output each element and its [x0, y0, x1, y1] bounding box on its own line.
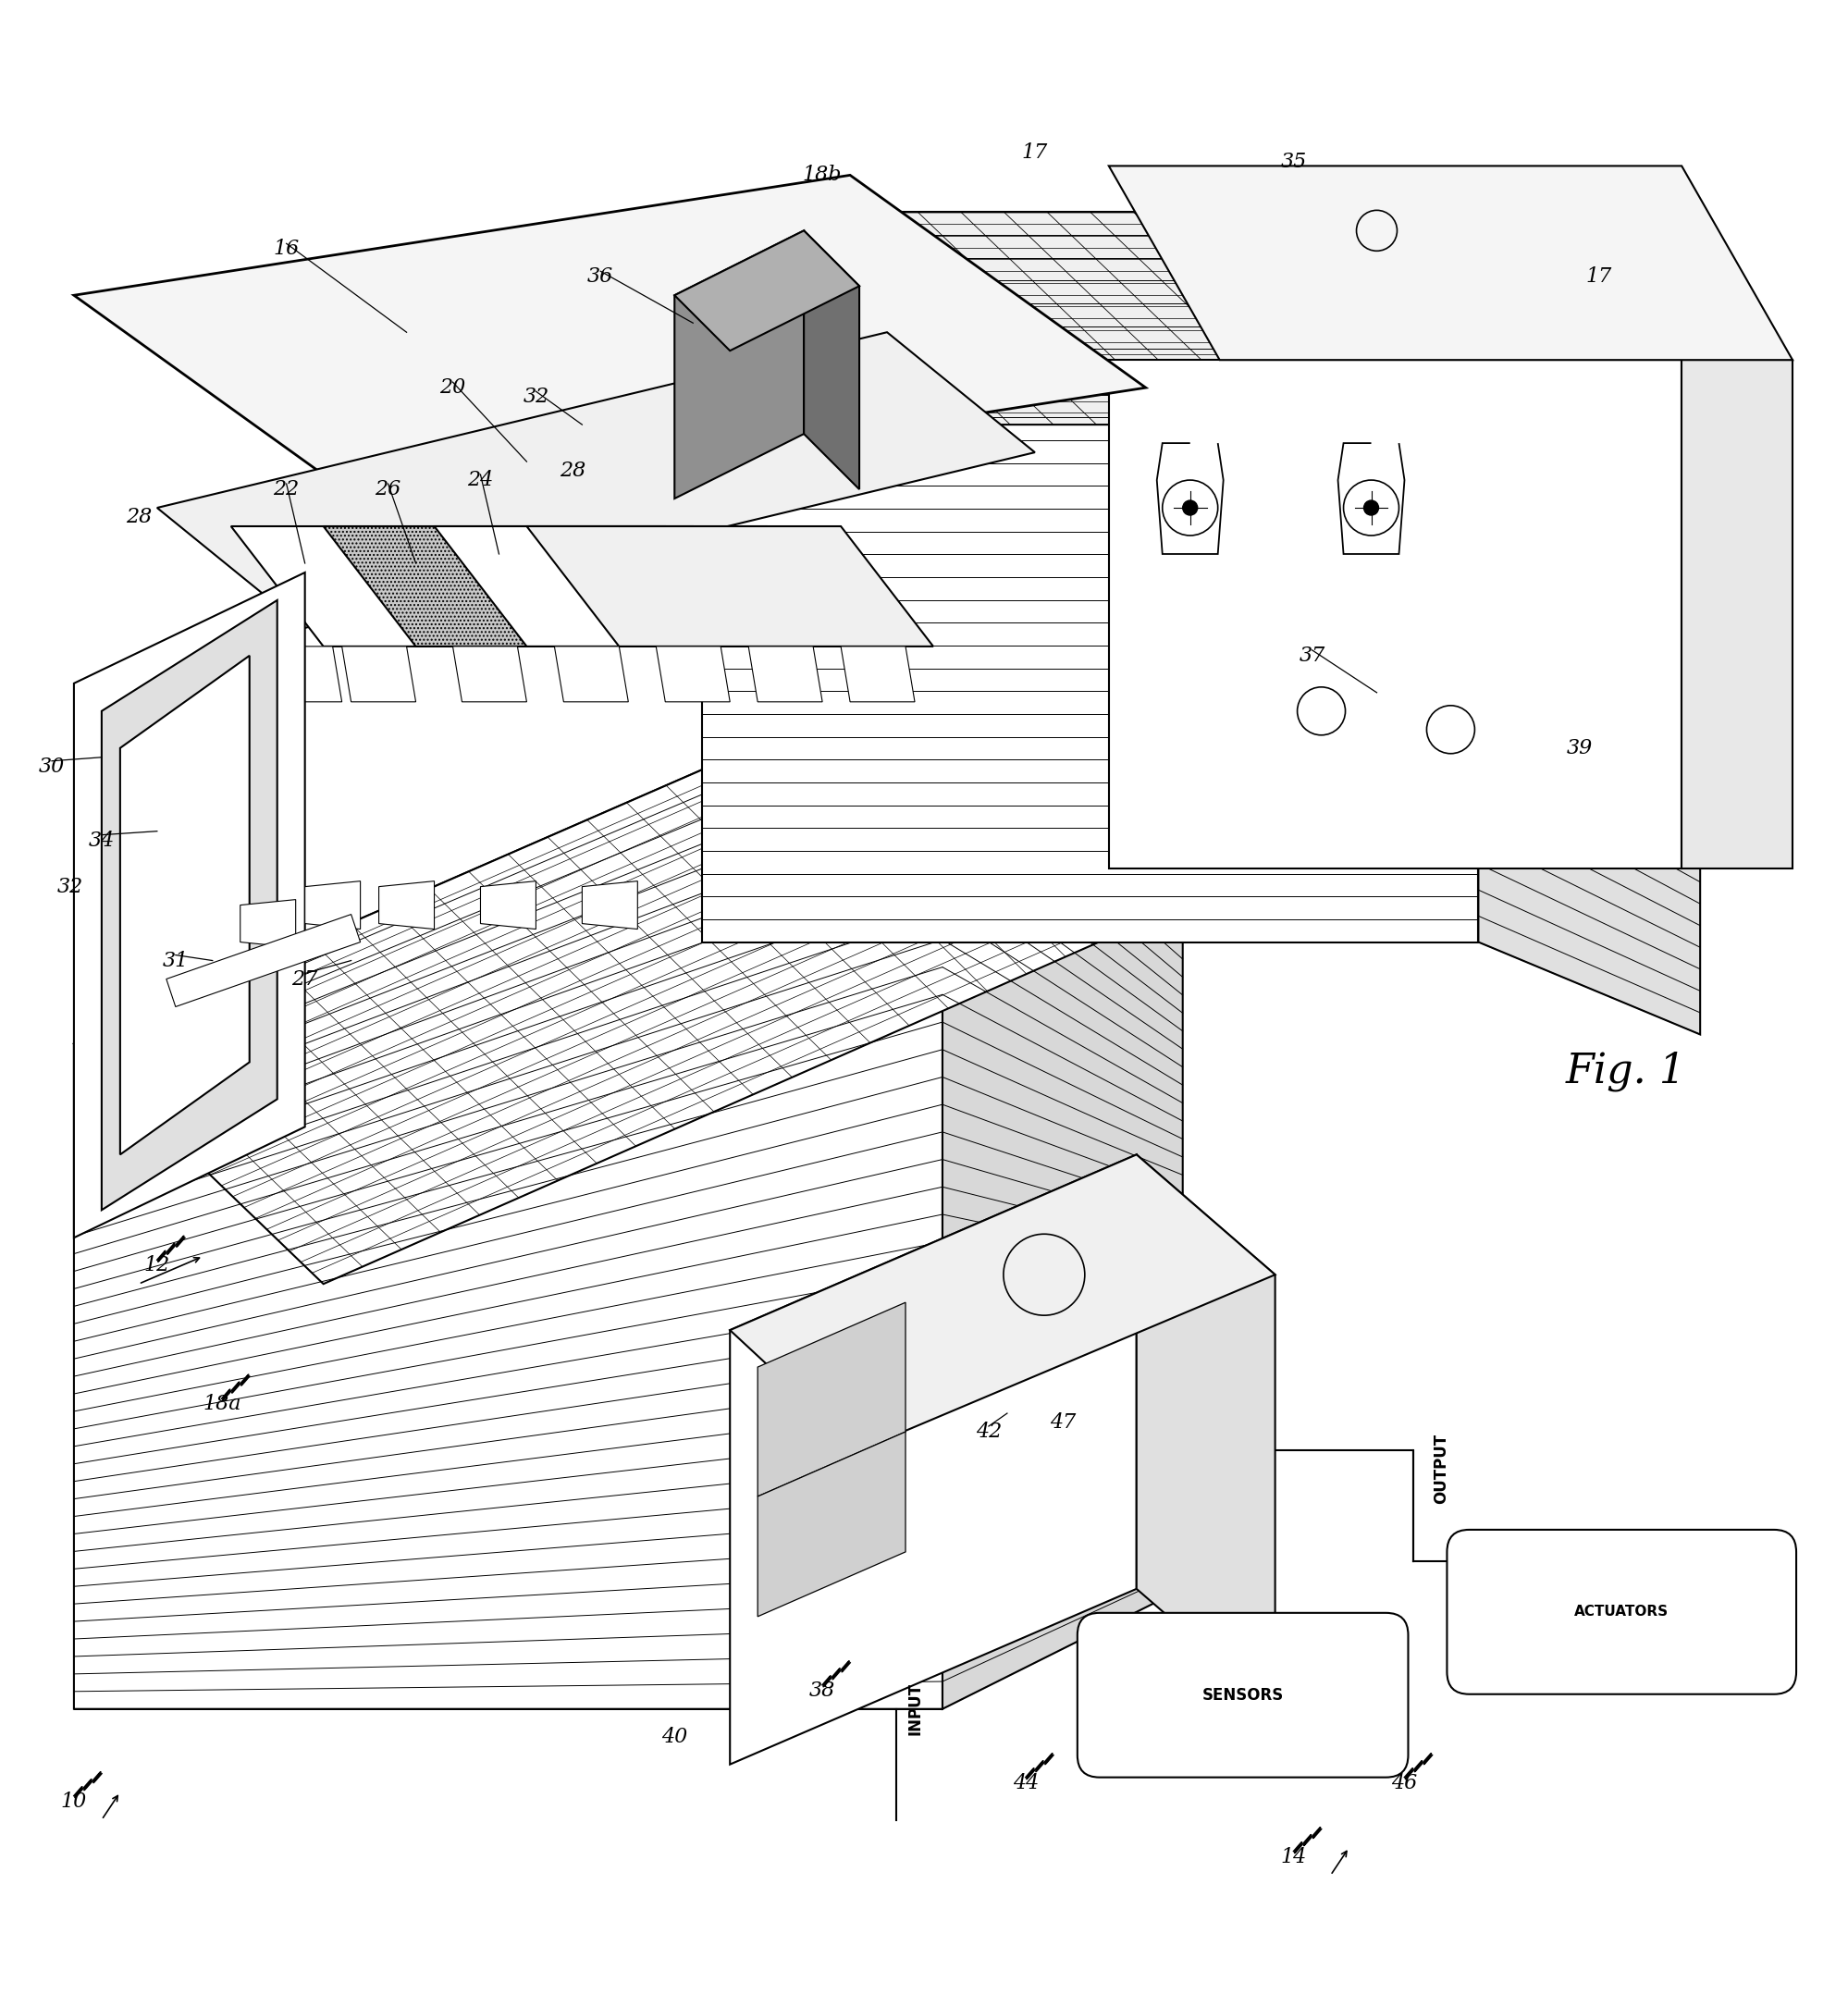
Polygon shape: [841, 646, 915, 702]
Text: SENSORS: SENSORS: [1201, 1688, 1284, 1704]
Polygon shape: [1478, 211, 1700, 1035]
Text: 16: 16: [274, 239, 299, 259]
Text: 18b: 18b: [802, 166, 843, 186]
FancyBboxPatch shape: [1447, 1530, 1796, 1694]
Circle shape: [1162, 481, 1218, 535]
Text: 35: 35: [1281, 152, 1307, 172]
Polygon shape: [942, 664, 1183, 1710]
Text: 40: 40: [662, 1726, 687, 1748]
Polygon shape: [1109, 359, 1682, 868]
Polygon shape: [157, 333, 1035, 628]
Polygon shape: [102, 600, 277, 1211]
Text: 38: 38: [809, 1680, 835, 1700]
Polygon shape: [240, 900, 296, 948]
Text: 22: 22: [274, 479, 299, 499]
Polygon shape: [268, 646, 342, 702]
Polygon shape: [675, 231, 804, 499]
Text: 28: 28: [560, 461, 586, 481]
Polygon shape: [1137, 1155, 1275, 1710]
Polygon shape: [453, 646, 527, 702]
Text: 39: 39: [1567, 738, 1593, 758]
Polygon shape: [702, 211, 1700, 425]
Polygon shape: [554, 646, 628, 702]
Polygon shape: [166, 914, 360, 1007]
Text: OUTPUT: OUTPUT: [1432, 1434, 1451, 1504]
Circle shape: [1183, 501, 1198, 515]
Polygon shape: [231, 527, 758, 646]
Text: 26: 26: [375, 479, 401, 499]
Polygon shape: [305, 882, 360, 930]
Text: ACTUATORS: ACTUATORS: [1574, 1606, 1669, 1618]
Text: 44: 44: [1013, 1774, 1039, 1794]
Text: 10: 10: [61, 1792, 87, 1811]
Text: 34: 34: [89, 830, 115, 850]
Polygon shape: [702, 211, 1478, 942]
Circle shape: [1343, 481, 1399, 535]
Text: 27: 27: [292, 970, 318, 990]
Text: 30: 30: [39, 756, 65, 776]
Polygon shape: [656, 646, 730, 702]
Text: 42: 42: [976, 1422, 1002, 1442]
Text: 28: 28: [126, 507, 152, 527]
Text: 46: 46: [1392, 1774, 1417, 1794]
Text: 17: 17: [1586, 267, 1611, 287]
Polygon shape: [74, 664, 1183, 1285]
Polygon shape: [582, 882, 638, 930]
Text: 37: 37: [1299, 646, 1325, 666]
Polygon shape: [342, 646, 416, 702]
Polygon shape: [675, 231, 859, 351]
Polygon shape: [379, 882, 434, 930]
Text: INPUT: INPUT: [906, 1682, 924, 1736]
Polygon shape: [74, 573, 305, 1237]
Polygon shape: [74, 664, 942, 1710]
Text: 31: 31: [163, 950, 188, 972]
Polygon shape: [323, 527, 785, 646]
Circle shape: [1364, 501, 1379, 515]
Polygon shape: [748, 646, 822, 702]
Polygon shape: [527, 527, 933, 646]
Text: 17: 17: [1022, 144, 1048, 164]
Polygon shape: [74, 176, 1146, 509]
Text: Fig. 1: Fig. 1: [1565, 1051, 1687, 1091]
Polygon shape: [1682, 359, 1793, 868]
Text: 20: 20: [440, 377, 466, 397]
Polygon shape: [434, 527, 859, 646]
Polygon shape: [730, 1155, 1137, 1764]
Text: 12: 12: [144, 1255, 170, 1275]
Text: 14: 14: [1281, 1847, 1307, 1867]
Polygon shape: [730, 1155, 1275, 1450]
Polygon shape: [758, 1432, 906, 1616]
Polygon shape: [480, 882, 536, 930]
Text: 18a: 18a: [203, 1395, 240, 1414]
Text: 32: 32: [523, 387, 549, 407]
Polygon shape: [120, 656, 249, 1155]
Text: 36: 36: [588, 267, 614, 287]
FancyBboxPatch shape: [1077, 1612, 1408, 1778]
Text: 24: 24: [468, 471, 493, 491]
Text: 47: 47: [1050, 1412, 1076, 1432]
Polygon shape: [804, 231, 859, 489]
Text: 32: 32: [57, 876, 83, 898]
Polygon shape: [758, 1303, 906, 1496]
Polygon shape: [1109, 166, 1793, 359]
